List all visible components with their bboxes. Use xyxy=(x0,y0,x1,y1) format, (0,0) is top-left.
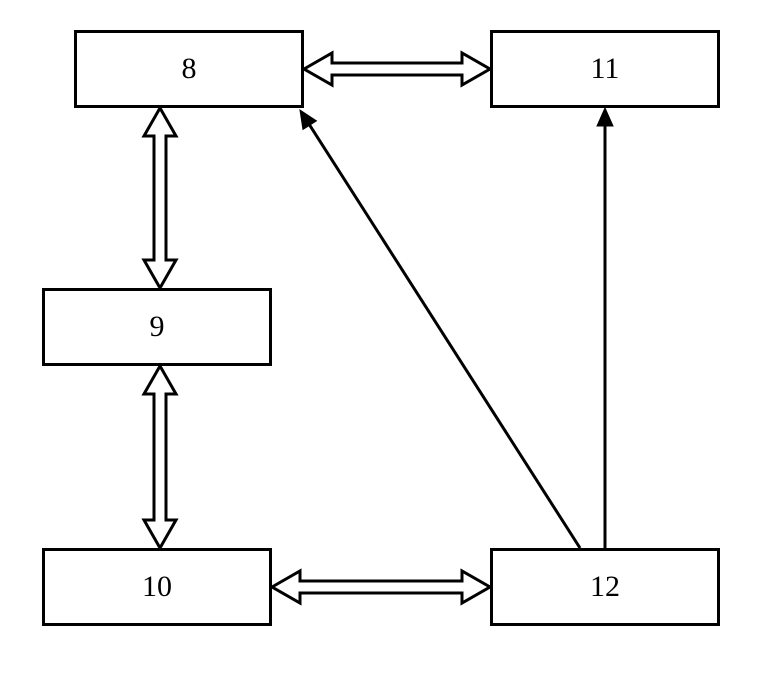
node-8-label: 8 xyxy=(182,52,197,86)
node-9-label: 9 xyxy=(150,310,165,344)
node-10: 10 xyxy=(42,548,272,626)
node-12: 12 xyxy=(490,548,720,626)
diagram-canvas: 8 11 9 10 12 xyxy=(0,0,784,680)
node-11: 11 xyxy=(490,30,720,108)
node-11-label: 11 xyxy=(591,52,620,86)
node-9: 9 xyxy=(42,288,272,366)
node-12-label: 12 xyxy=(590,570,620,604)
node-8: 8 xyxy=(74,30,304,108)
node-10-label: 10 xyxy=(142,570,172,604)
